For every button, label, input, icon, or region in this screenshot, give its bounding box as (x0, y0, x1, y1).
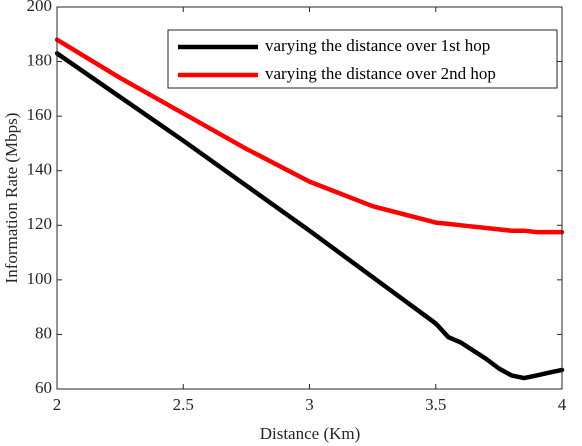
x-axis-label: Distance (Km) (260, 424, 361, 443)
y-tick-label: 120 (27, 214, 53, 233)
y-tick-label: 160 (27, 105, 53, 124)
x-tick-label: 3 (305, 395, 314, 414)
data-line (54, 51, 565, 381)
y-tick-label: 100 (27, 269, 53, 288)
legend: varying the distance over 1st hop varying… (167, 29, 558, 89)
y-tick-label: 200 (27, 0, 53, 15)
legend-label: varying the distance over 2nd hop (265, 64, 496, 83)
x-tick-label: 3.5 (425, 395, 446, 414)
legend-box (167, 29, 558, 89)
x-tick-label: 4 (558, 395, 567, 414)
y-tick-label: 140 (27, 160, 53, 179)
x-tick-label: 2 (53, 395, 62, 414)
x-tick-label: 2.5 (173, 395, 194, 414)
y-tick-label: 180 (27, 50, 53, 69)
y-tick-label: 60 (35, 378, 52, 397)
legend-label: varying the distance over 1st hop (265, 36, 490, 55)
y-tick-label: 80 (35, 323, 52, 342)
y-axis-label: Information Rate (Mbps) (2, 113, 21, 284)
data-line (54, 37, 565, 235)
plot-frame (56, 6, 563, 390)
